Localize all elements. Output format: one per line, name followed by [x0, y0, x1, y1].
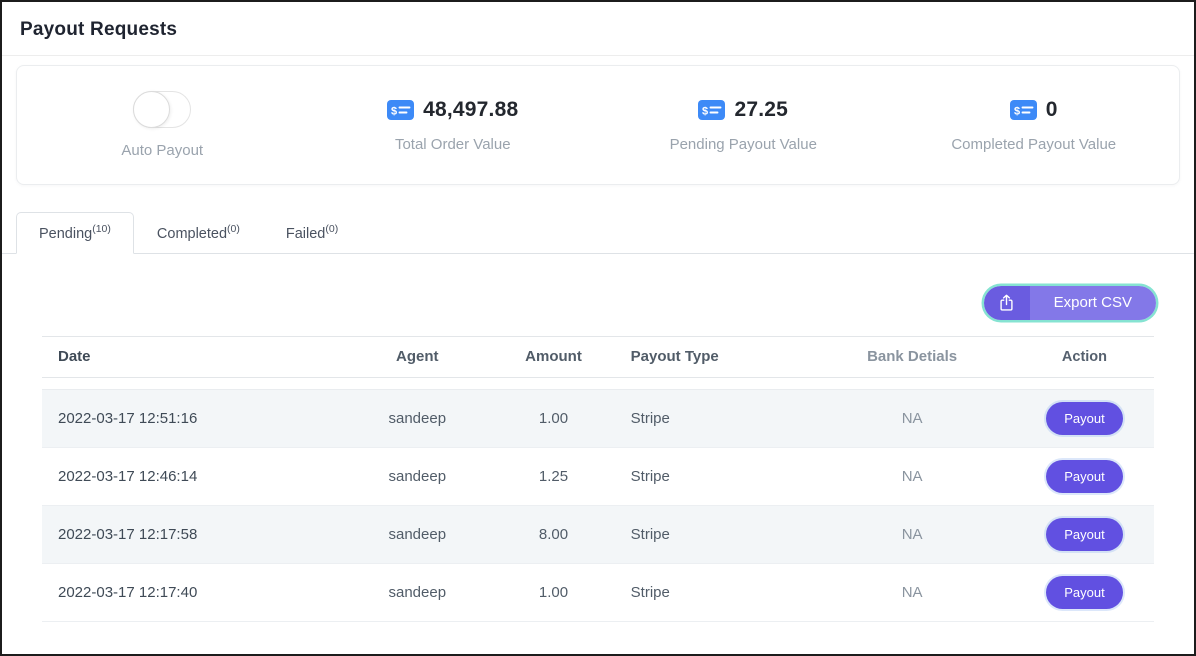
- col-header-agent: Agent: [396, 348, 439, 366]
- stat-label: Completed Payout Value: [951, 135, 1117, 153]
- cell-bank-details: NA: [901, 409, 923, 427]
- col-header-amount: Amount: [525, 348, 582, 366]
- cell-action: Payout: [1015, 575, 1154, 609]
- stat-completed-payout-value: $ 0 Completed Payout Value: [889, 98, 1180, 153]
- auto-payout-toggle[interactable]: [133, 91, 192, 128]
- cell-bank-details: NA: [901, 583, 923, 601]
- tab-pending[interactable]: Pending(10): [16, 212, 134, 254]
- table-header-row: Date Agent Amount Payout Type Bank Detia…: [42, 335, 1154, 378]
- page-header: Payout Requests: [2, 2, 1194, 56]
- col-header-action: Action: [1061, 348, 1108, 365]
- stat-label: Pending Payout Value: [669, 135, 817, 153]
- stat-label: Total Order Value: [394, 135, 511, 153]
- toggle-knob: [133, 91, 171, 128]
- page-title: Payout Requests: [20, 19, 178, 40]
- cell-action: Payout: [1015, 401, 1154, 435]
- payout-button[interactable]: Payout: [1046, 401, 1123, 435]
- tabs-bar: Pending(10) Completed(0) Failed(0): [2, 212, 1194, 254]
- col-header-date: Date: [58, 348, 91, 366]
- cell-agent: sandeep: [388, 467, 447, 485]
- col-header-bank-details: Bank Detials: [867, 348, 958, 366]
- cell-date: 2022-03-17 12:17:58: [58, 525, 198, 543]
- stat-value: 48,497.88: [423, 97, 519, 121]
- dollar-banknote-icon: $: [1009, 99, 1037, 120]
- table-row: 2022-03-17 12:46:14 sandeep 1.25 Stripe …: [42, 448, 1154, 506]
- cell-action: Payout: [1015, 459, 1154, 493]
- share-export-icon: [983, 285, 1030, 320]
- auto-payout-label: Auto Payout: [121, 142, 204, 159]
- stats-card: Auto Payout $ 48,497.88 Total Order Valu…: [16, 65, 1180, 185]
- stat-pending-payout-value: $ 27.25 Pending Payout Value: [598, 98, 889, 153]
- dollar-banknote-icon: $: [387, 99, 415, 120]
- table-header-spacer: [42, 378, 1154, 390]
- stat-value: 27.25: [734, 97, 789, 121]
- cell-bank-details: NA: [901, 467, 923, 485]
- cell-amount: 1.25: [538, 467, 569, 485]
- stat-value: 0: [1045, 97, 1058, 121]
- cell-payout-type: Stripe: [630, 583, 670, 601]
- cell-payout-type: Stripe: [630, 525, 670, 543]
- table-body: 2022-03-17 12:51:16 sandeep 1.00 Stripe …: [42, 389, 1154, 622]
- svg-text:$: $: [702, 105, 708, 117]
- dollar-banknote-icon: $: [698, 99, 726, 120]
- tab-failed[interactable]: Failed(0): [285, 223, 339, 242]
- tab-completed[interactable]: Completed(0): [156, 223, 240, 242]
- table-row: 2022-03-17 12:17:58 sandeep 8.00 Stripe …: [42, 505, 1154, 564]
- tab-count: (10): [92, 223, 111, 235]
- tab-count: (0): [227, 223, 240, 235]
- table-row: 2022-03-17 12:17:40 sandeep 1.00 Stripe …: [42, 564, 1154, 622]
- cell-date: 2022-03-17 12:17:40: [58, 583, 198, 601]
- cell-agent: sandeep: [388, 409, 447, 427]
- stat-total-order-value: $ 48,497.88 Total Order Value: [308, 98, 599, 153]
- svg-text:$: $: [1014, 105, 1020, 117]
- cell-agent: sandeep: [388, 525, 447, 543]
- cell-payout-type: Stripe: [630, 467, 670, 485]
- cell-agent: sandeep: [388, 583, 447, 601]
- cell-action: Payout: [1015, 517, 1154, 551]
- cell-bank-details: NA: [901, 525, 923, 543]
- cell-date: 2022-03-17 12:46:14: [58, 467, 198, 485]
- export-csv-label: Export CSV: [1029, 285, 1156, 320]
- payout-table: Date Agent Amount Payout Type Bank Detia…: [42, 335, 1154, 622]
- payout-button[interactable]: Payout: [1046, 575, 1123, 609]
- cell-date: 2022-03-17 12:51:16: [58, 409, 198, 427]
- col-header-payout-type: Payout Type: [630, 348, 719, 366]
- table-row: 2022-03-17 12:51:16 sandeep 1.00 Stripe …: [42, 389, 1154, 448]
- payout-button[interactable]: Payout: [1046, 517, 1123, 551]
- cell-amount: 1.00: [538, 583, 569, 601]
- export-csv-button[interactable]: Export CSV: [983, 285, 1156, 320]
- svg-text:$: $: [391, 105, 397, 117]
- cell-amount: 1.00: [538, 409, 569, 427]
- cell-amount: 8.00: [538, 525, 569, 543]
- auto-payout-section: Auto Payout: [17, 91, 308, 159]
- table-toolbar: Export CSV: [2, 254, 1194, 320]
- tab-count: (0): [325, 223, 339, 235]
- cell-payout-type: Stripe: [630, 409, 670, 427]
- payout-button[interactable]: Payout: [1046, 459, 1123, 493]
